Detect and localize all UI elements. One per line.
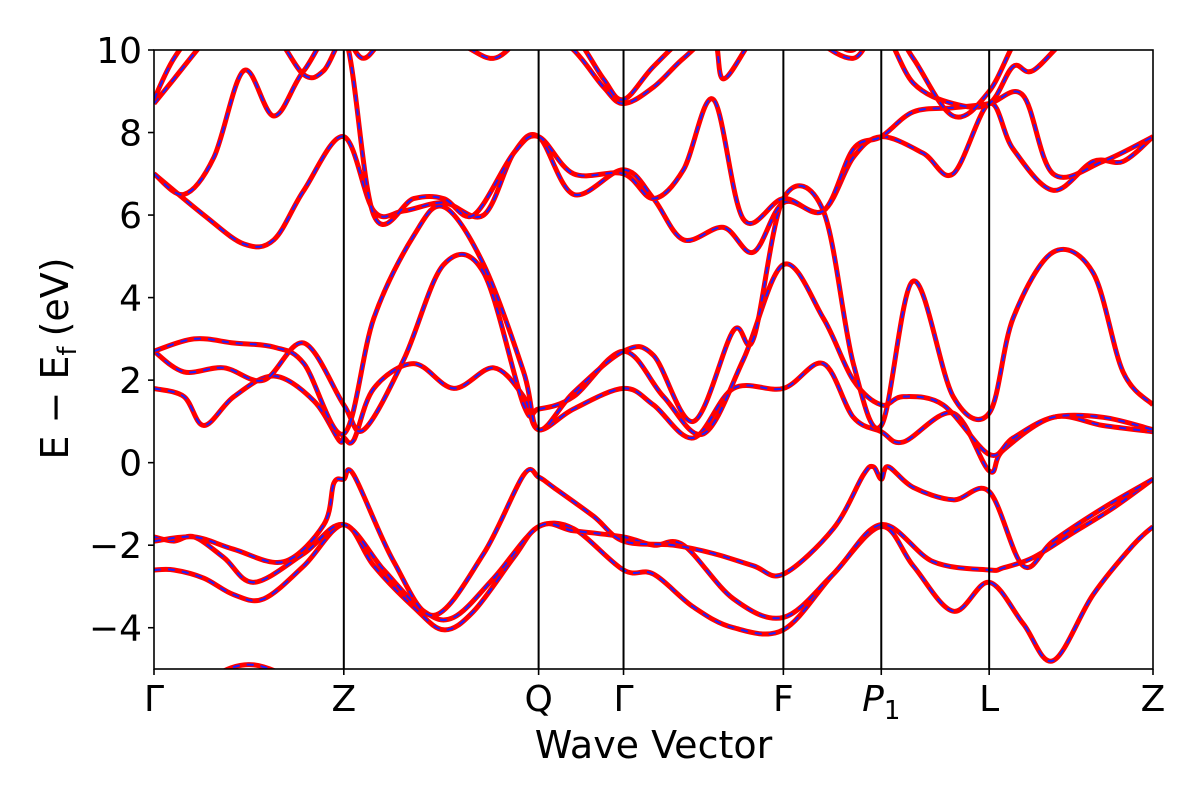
band-line-overlay-10 xyxy=(154,50,1056,109)
y-tick-label-7: 8 xyxy=(119,114,142,155)
plot-frame xyxy=(153,49,1154,670)
band-line-7 xyxy=(154,183,1153,437)
band-line-1 xyxy=(222,662,277,669)
band-line-overlay-7 xyxy=(154,184,1153,436)
band-line-overlay-4 xyxy=(154,465,1153,617)
y-tick-label-2: −2 xyxy=(89,526,142,567)
y-axis-label-subscript: f xyxy=(53,346,83,356)
x-tick-label-4: Γ xyxy=(613,679,633,720)
x-tick-label-1: Γ xyxy=(144,679,164,720)
band-line-overlay-8 xyxy=(154,102,1153,254)
x-axis-label: Wave Vector xyxy=(535,723,773,767)
y-tick-label-4: 2 xyxy=(119,361,142,402)
y-axis-label-unit: (eV) xyxy=(33,257,77,336)
band-line-11 xyxy=(154,50,1014,120)
y-tick-label-8: 10 xyxy=(96,31,142,72)
band-line-10 xyxy=(154,50,1058,110)
y-axis-label: E − Ef (eV) xyxy=(33,257,83,459)
high-symmetry-lines xyxy=(342,50,991,669)
y-axis-label-main: E − E xyxy=(33,356,77,460)
bands-layer xyxy=(154,50,1153,669)
band-line-overlay-6 xyxy=(154,253,1153,457)
x-tick-label-8: Z xyxy=(1141,679,1166,720)
x-tick-label-2: Z xyxy=(331,679,356,720)
x-tick-label-3: Q xyxy=(524,679,552,720)
y-axis-ticks: −4 −2 0 2 4 6 8 10 xyxy=(89,31,154,650)
y-tick-label-6: 6 xyxy=(119,196,142,237)
x-tick-label-6: P1 xyxy=(862,679,900,726)
band-line-8 xyxy=(154,101,1153,255)
y-tick-label-3: 0 xyxy=(119,444,142,485)
band-line-overlay-11 xyxy=(154,50,1012,119)
band-line-overlay-1 xyxy=(225,663,273,669)
x-axis-ticks: Γ Z Q Γ F P1 L Z xyxy=(144,669,1165,726)
x-tick-label-5: F xyxy=(773,679,794,720)
band-line-overlay-9 xyxy=(154,50,1153,226)
y-tick-label-1: −4 xyxy=(89,609,142,650)
y-tick-label-5: 4 xyxy=(119,279,142,320)
x-tick-label-7: L xyxy=(979,679,999,720)
